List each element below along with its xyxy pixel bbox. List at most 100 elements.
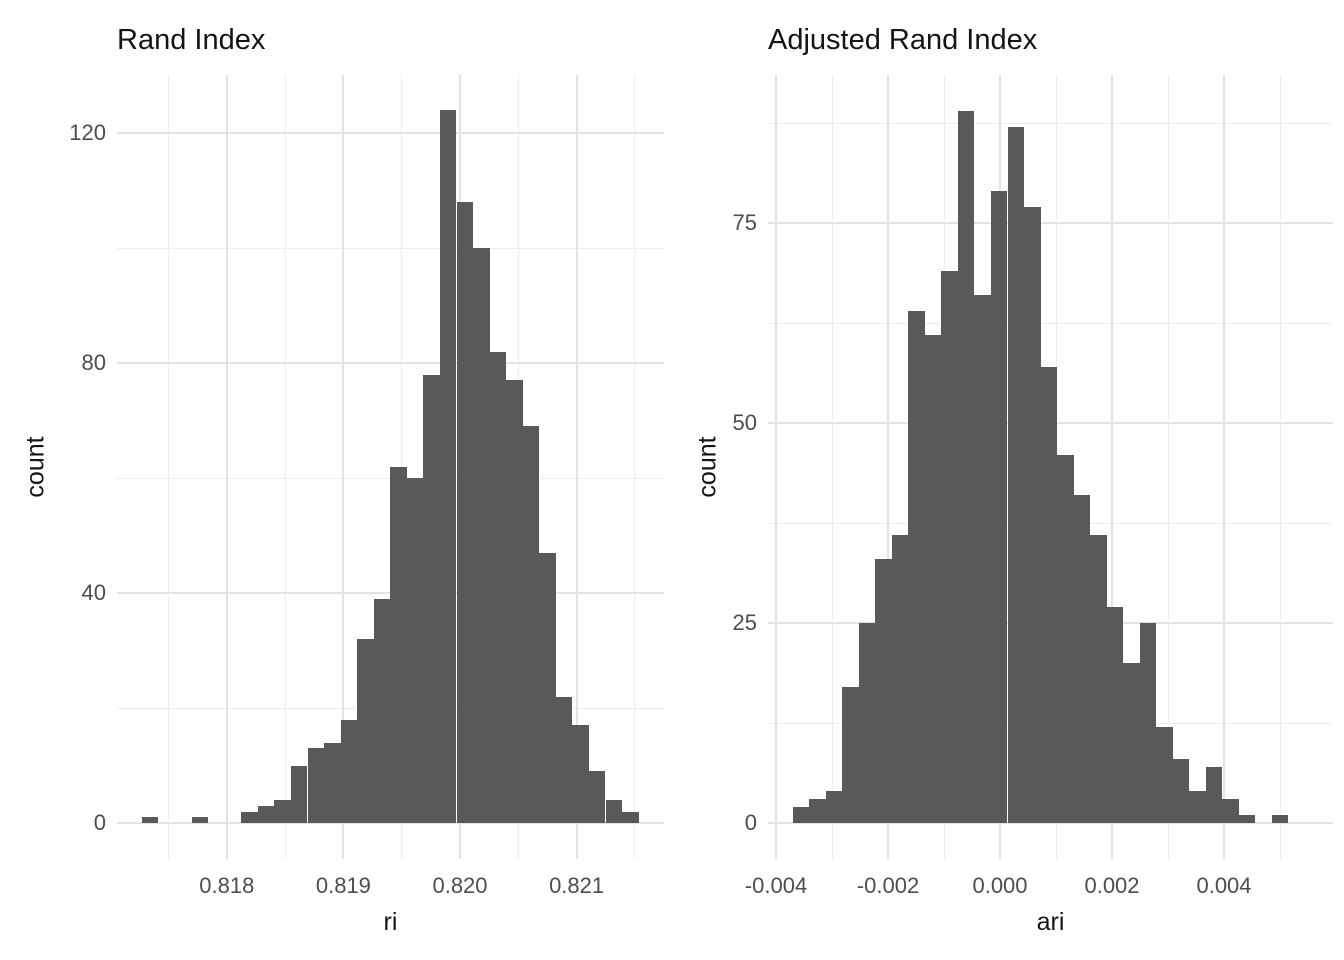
x-tick-label: 0.004 (1196, 873, 1252, 898)
histogram-bar (572, 725, 589, 823)
x-axis-title-ri: ri (383, 908, 398, 936)
x-major-gridline (342, 74, 345, 859)
x-minor-gridline (284, 74, 286, 859)
histogram-bar (1271, 815, 1289, 823)
plot-title-adjusted-rand-index: Adjusted Rand Index (768, 24, 1038, 56)
histogram-bar (340, 719, 358, 823)
histogram-bar (191, 817, 209, 823)
histogram-bar (957, 111, 975, 823)
y-tick-label: 80 (81, 350, 106, 376)
x-minor-gridline (401, 74, 403, 859)
y-major-gridline (117, 132, 664, 135)
y-major-gridline (768, 822, 1333, 824)
x-minor-gridline (1167, 74, 1169, 859)
histogram-bar (941, 271, 958, 823)
histogram-bar (555, 696, 573, 823)
y-tick-label: 40 (81, 580, 106, 606)
histogram-bar (307, 748, 325, 823)
x-major-gridline (575, 74, 578, 859)
histogram-bar (1007, 127, 1024, 823)
histogram-bar (1073, 495, 1090, 823)
y-minor-gridline (768, 122, 1333, 124)
histogram-bar (506, 380, 523, 824)
x-tick-label: 0.820 (432, 873, 488, 898)
histogram-bar (1172, 759, 1190, 823)
y-major-gridline (117, 822, 664, 824)
histogram-bar (825, 791, 843, 823)
histogram-bar (891, 535, 909, 823)
x-tick-label: 0.821 (549, 873, 605, 898)
histogram-bar (622, 811, 639, 823)
histogram-bar (588, 771, 606, 823)
histogram-bar (257, 805, 275, 823)
x-tick-label: 0.819 (315, 873, 371, 898)
histogram-bar (373, 598, 391, 823)
histogram-bar (539, 552, 556, 823)
y-tick-label: 50 (732, 410, 757, 436)
histogram-bar (1189, 791, 1206, 823)
histogram-bar (1123, 663, 1140, 823)
y-tick-label: 0 (744, 810, 757, 835)
histogram-bar (1024, 207, 1041, 823)
histogram-bar (605, 800, 623, 823)
histogram-bar (1205, 767, 1223, 823)
y-minor-gridline (117, 247, 664, 249)
histogram-bar (1106, 607, 1124, 823)
y-tick-label: 120 (69, 120, 106, 146)
x-major-gridline (887, 74, 889, 859)
x-major-gridline (225, 74, 228, 859)
y-major-gridline (117, 362, 664, 365)
histogram-bar (974, 295, 991, 823)
histogram-bar (406, 478, 424, 823)
x-minor-gridline (634, 74, 636, 859)
y-tick-label: 75 (732, 210, 757, 236)
histogram-bar (489, 351, 507, 823)
y-axis-title-count-left: count (21, 435, 50, 498)
histogram-bar (522, 426, 540, 823)
x-minor-gridline (831, 74, 833, 859)
histogram-bar (1139, 623, 1157, 823)
histogram-bar (1057, 455, 1074, 823)
histogram-bar (990, 191, 1008, 823)
y-minor-gridline (768, 322, 1333, 324)
x-tick-label: 0.002 (1084, 873, 1140, 898)
x-tick-label: 0.818 (199, 873, 255, 898)
histogram-bar (858, 623, 876, 823)
histogram-bar (842, 687, 859, 823)
x-minor-gridline (1279, 74, 1281, 859)
histogram-bar (809, 799, 826, 823)
histogram-bar (423, 374, 440, 823)
y-axis-title-count-right: count (693, 435, 722, 498)
y-tick-label: 25 (732, 610, 757, 636)
x-tick-label: -0.004 (744, 873, 808, 898)
histogram-bar (875, 559, 892, 823)
histogram-bar (1222, 799, 1239, 823)
x-major-gridline (1223, 74, 1225, 859)
histogram-bar (908, 311, 925, 823)
histogram-bar (924, 335, 942, 823)
histogram-bar (1156, 727, 1173, 823)
histogram-bar (357, 639, 374, 824)
x-minor-gridline (168, 74, 169, 859)
histogram-bar (141, 817, 159, 823)
x-tick-label: -0.002 (856, 873, 920, 898)
x-tick-label: 0.000 (972, 873, 1028, 898)
histogram-bar (274, 800, 291, 823)
y-tick-label: 0 (93, 810, 106, 835)
histogram-bar (473, 248, 490, 823)
histogram-bar (290, 765, 308, 823)
histogram-bar (241, 811, 258, 823)
histogram-bar (792, 807, 810, 823)
x-major-gridline (1111, 74, 1113, 859)
histogram-bar (1040, 367, 1057, 823)
histogram-bar (439, 110, 457, 823)
histogram-bar (456, 202, 474, 823)
histogram-bar (1090, 535, 1107, 823)
x-axis-title-ari: ari (1036, 908, 1065, 936)
histogram-bar (1238, 815, 1256, 823)
histogram-bar (324, 742, 341, 823)
plot-title-rand-index: Rand Index (117, 24, 266, 56)
x-major-gridline (775, 74, 777, 859)
histogram-bar (390, 466, 407, 823)
